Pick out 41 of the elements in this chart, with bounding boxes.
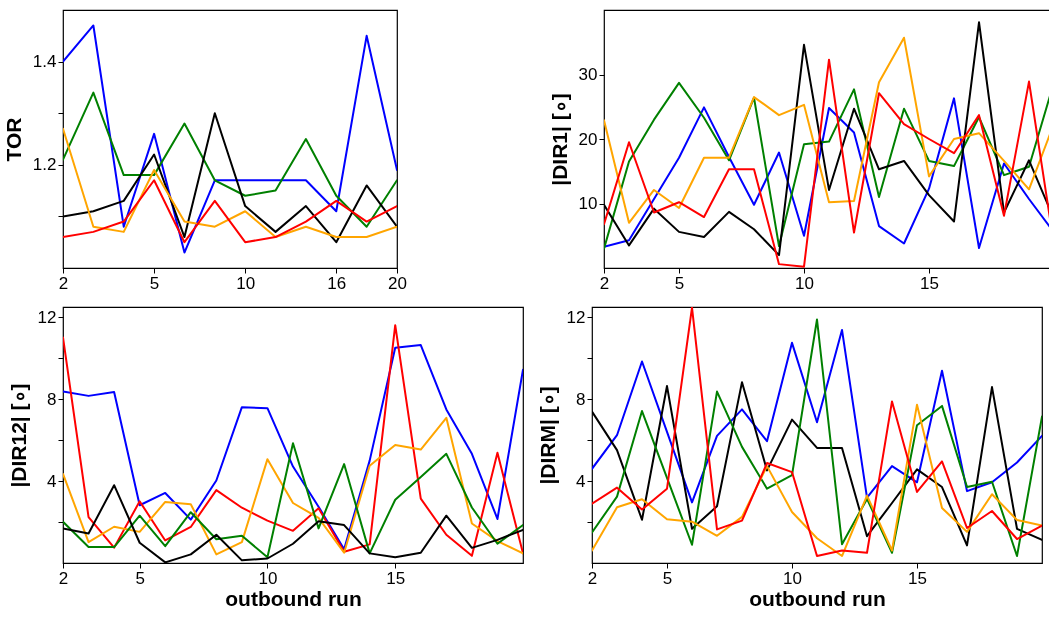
x-tick-label: 5 <box>135 568 145 588</box>
x-tick-label: 5 <box>662 568 673 588</box>
x-tick-label: 10 <box>783 568 802 588</box>
line-series <box>63 416 523 556</box>
x-tick-label: 10 <box>236 273 256 293</box>
x-tick-label: 16 <box>327 273 347 293</box>
x-axis-title: outbound run <box>225 586 362 610</box>
y-tick-label: 12 <box>566 307 586 327</box>
x-tick-label: 15 <box>386 568 406 588</box>
x-tick-label: 2 <box>587 568 598 588</box>
y-tick-label: 8 <box>47 389 57 409</box>
y-tick-label: 1.4 <box>32 52 57 72</box>
line-series <box>592 403 1042 558</box>
x-tick-label: 5 <box>674 273 685 293</box>
y-axis-title: |DIR1| [∘] <box>547 93 571 186</box>
y-tick-label: 30 <box>578 65 598 84</box>
y-axis-title: |DIR12| [∘] <box>6 383 30 488</box>
line-series <box>592 328 1042 504</box>
x-tick-label: 2 <box>599 273 610 293</box>
y-tick-label: 12 <box>37 307 57 327</box>
y-tick-label: 20 <box>578 129 598 149</box>
y-tick-label: 8 <box>576 389 586 409</box>
line-series <box>63 179 397 244</box>
x-tick-label: 5 <box>149 273 160 293</box>
y-tick-label: 4 <box>576 471 586 491</box>
y-tick-label: 4 <box>47 471 57 491</box>
x-tick-label: 15 <box>920 273 939 293</box>
x-tick-label: 20 <box>388 273 407 293</box>
x-tick-label: 2 <box>58 568 69 588</box>
line-series <box>63 91 397 228</box>
line-series <box>63 442 523 559</box>
line-series <box>63 127 397 239</box>
x-tick-label: 2 <box>58 273 69 293</box>
y-axis-title: |DIRM| [∘] <box>535 386 559 485</box>
x-tick-label: 10 <box>795 273 814 293</box>
x-axis-title: outbound run <box>749 586 886 610</box>
y-tick-label: 10 <box>578 194 598 213</box>
y-tick-label: 1.2 <box>32 155 57 175</box>
x-tick-label: 10 <box>258 568 278 588</box>
x-tick-label: 15 <box>908 568 927 588</box>
y-axis-title: TOR <box>1 117 25 162</box>
